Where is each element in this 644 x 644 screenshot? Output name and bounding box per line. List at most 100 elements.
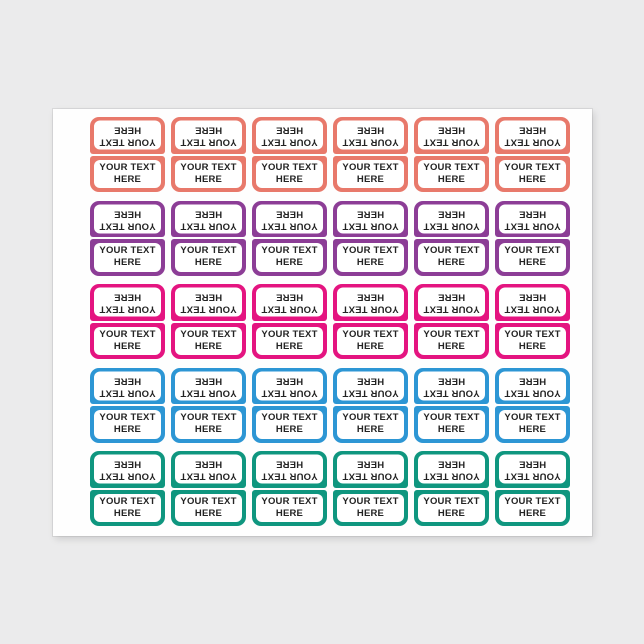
label-text-line2: HERE	[194, 458, 223, 470]
label-text-line1: YOUR TEXT	[423, 412, 480, 424]
label-text-line2: HERE	[113, 207, 142, 219]
label-cell-inner: YOUR TEXT HERE	[175, 204, 242, 233]
label-cell-inner: YOUR TEXT HERE	[337, 455, 404, 484]
label-text-line2: HERE	[113, 291, 142, 303]
label-sticker: YOUR TEXT HERE YOUR TEXT HERE	[252, 451, 327, 526]
label-cell-bottom: YOUR TEXT HERE	[495, 239, 570, 276]
label-sticker: YOUR TEXT HERE YOUR TEXT HERE	[414, 117, 489, 192]
label-sticker: YOUR TEXT HERE YOUR TEXT HERE	[333, 367, 408, 443]
label-text-line2: HERE	[518, 291, 547, 303]
label-text-line1: YOUR TEXT	[180, 495, 237, 507]
label-text-line1: YOUR TEXT	[261, 219, 318, 231]
label-cell-inner: YOUR TEXT HERE	[256, 410, 323, 439]
label-cell-bottom: YOUR TEXT HERE	[171, 489, 246, 526]
label-text-line2: HERE	[437, 173, 466, 185]
label-cell-inner: YOUR TEXT HERE	[337, 371, 404, 400]
label-text-line1: YOUR TEXT	[99, 495, 156, 507]
label-text-line2: HERE	[518, 257, 547, 269]
label-cell-top: YOUR TEXT HERE	[171, 367, 246, 404]
label-text-line2: HERE	[437, 424, 466, 436]
label-text-line2: HERE	[113, 507, 142, 519]
label-cell-top: YOUR TEXT HERE	[171, 117, 246, 154]
label-text-line1: YOUR TEXT	[423, 136, 480, 148]
label-text-line1: YOUR TEXT	[261, 136, 318, 148]
label-cell-top: YOUR TEXT HERE	[252, 451, 327, 488]
label-cell-top: YOUR TEXT HERE	[252, 200, 327, 237]
label-sticker: YOUR TEXT HERE YOUR TEXT HERE	[171, 367, 246, 443]
label-cell-inner: YOUR TEXT HERE	[94, 371, 161, 400]
label-cell-inner: YOUR TEXT HERE	[499, 371, 566, 400]
label-text-line1: YOUR TEXT	[261, 412, 318, 424]
label-sticker: YOUR TEXT HERE YOUR TEXT HERE	[495, 367, 570, 443]
label-cell-inner: YOUR TEXT HERE	[418, 121, 485, 150]
label-text-line2: HERE	[437, 257, 466, 269]
label-cell-inner: YOUR TEXT HERE	[499, 410, 566, 439]
label-text-line2: HERE	[275, 374, 304, 386]
label-cell-inner: YOUR TEXT HERE	[256, 121, 323, 150]
label-cell-inner: YOUR TEXT HERE	[337, 493, 404, 522]
label-text-line2: HERE	[437, 374, 466, 386]
label-cell-top: YOUR TEXT HERE	[333, 117, 408, 154]
label-text-line1: YOUR TEXT	[261, 495, 318, 507]
label-text-line1: YOUR TEXT	[180, 303, 237, 315]
label-cell-bottom: YOUR TEXT HERE	[90, 239, 165, 276]
label-text-line1: YOUR TEXT	[504, 303, 561, 315]
label-text-line2: HERE	[194, 173, 223, 185]
label-cell-bottom: YOUR TEXT HERE	[252, 489, 327, 526]
label-cell-inner: YOUR TEXT HERE	[337, 410, 404, 439]
label-sticker: YOUR TEXT HERE YOUR TEXT HERE	[171, 117, 246, 192]
label-text-line1: YOUR TEXT	[504, 136, 561, 148]
label-text-line2: HERE	[356, 340, 385, 352]
label-cell-inner: YOUR TEXT HERE	[94, 204, 161, 233]
label-row-purple: YOUR TEXT HERE YOUR TEXT HERE YOUR TEXT HERE Y…	[90, 200, 570, 276]
label-cell-inner: YOUR TEXT HERE	[337, 326, 404, 355]
label-text-line2: HERE	[518, 173, 547, 185]
label-cell-top: YOUR TEXT HERE	[414, 117, 489, 154]
label-text-line1: YOUR TEXT	[342, 470, 399, 482]
label-text-line2: HERE	[356, 257, 385, 269]
label-text-line1: YOUR TEXT	[342, 328, 399, 340]
label-sticker: YOUR TEXT HERE YOUR TEXT HERE	[333, 284, 408, 359]
label-cell-inner: YOUR TEXT HERE	[256, 326, 323, 355]
label-text-line2: HERE	[437, 291, 466, 303]
label-text-line2: HERE	[437, 124, 466, 136]
label-cell-inner: YOUR TEXT HERE	[499, 243, 566, 272]
label-cell-inner: YOUR TEXT HERE	[418, 288, 485, 317]
label-cell-inner: YOUR TEXT HERE	[499, 159, 566, 188]
label-cell-bottom: YOUR TEXT HERE	[90, 489, 165, 526]
label-text-line1: YOUR TEXT	[99, 219, 156, 231]
label-sticker: YOUR TEXT HERE YOUR TEXT HERE	[171, 200, 246, 276]
label-cell-top: YOUR TEXT HERE	[90, 117, 165, 154]
label-sticker: YOUR TEXT HERE YOUR TEXT HERE	[171, 451, 246, 526]
label-text-line1: YOUR TEXT	[423, 328, 480, 340]
label-text-line2: HERE	[356, 291, 385, 303]
label-cell-inner: YOUR TEXT HERE	[256, 371, 323, 400]
label-cell-inner: YOUR TEXT HERE	[418, 455, 485, 484]
label-cell-bottom: YOUR TEXT HERE	[333, 322, 408, 359]
label-sticker: YOUR TEXT HERE YOUR TEXT HERE	[495, 117, 570, 192]
label-text-line2: HERE	[356, 124, 385, 136]
label-cell-top: YOUR TEXT HERE	[414, 451, 489, 488]
label-text-line1: YOUR TEXT	[99, 161, 156, 173]
label-cell-inner: YOUR TEXT HERE	[418, 371, 485, 400]
label-cell-top: YOUR TEXT HERE	[333, 284, 408, 321]
label-text-line1: YOUR TEXT	[99, 412, 156, 424]
label-cell-top: YOUR TEXT HERE	[495, 367, 570, 404]
label-cell-inner: YOUR TEXT HERE	[175, 371, 242, 400]
label-cell-top: YOUR TEXT HERE	[90, 284, 165, 321]
label-cell-bottom: YOUR TEXT HERE	[171, 406, 246, 443]
label-text-line2: HERE	[275, 291, 304, 303]
label-text-line1: YOUR TEXT	[423, 386, 480, 398]
label-cell-top: YOUR TEXT HERE	[90, 367, 165, 404]
label-cell-inner: YOUR TEXT HERE	[94, 288, 161, 317]
label-cell-inner: YOUR TEXT HERE	[499, 493, 566, 522]
label-text-line2: HERE	[194, 340, 223, 352]
label-cell-inner: YOUR TEXT HERE	[256, 159, 323, 188]
label-text-line1: YOUR TEXT	[342, 386, 399, 398]
label-sticker: YOUR TEXT HERE YOUR TEXT HERE	[333, 117, 408, 192]
label-cell-top: YOUR TEXT HERE	[414, 367, 489, 404]
label-text-line1: YOUR TEXT	[99, 470, 156, 482]
label-cell-inner: YOUR TEXT HERE	[175, 121, 242, 150]
label-cell-inner: YOUR TEXT HERE	[175, 159, 242, 188]
